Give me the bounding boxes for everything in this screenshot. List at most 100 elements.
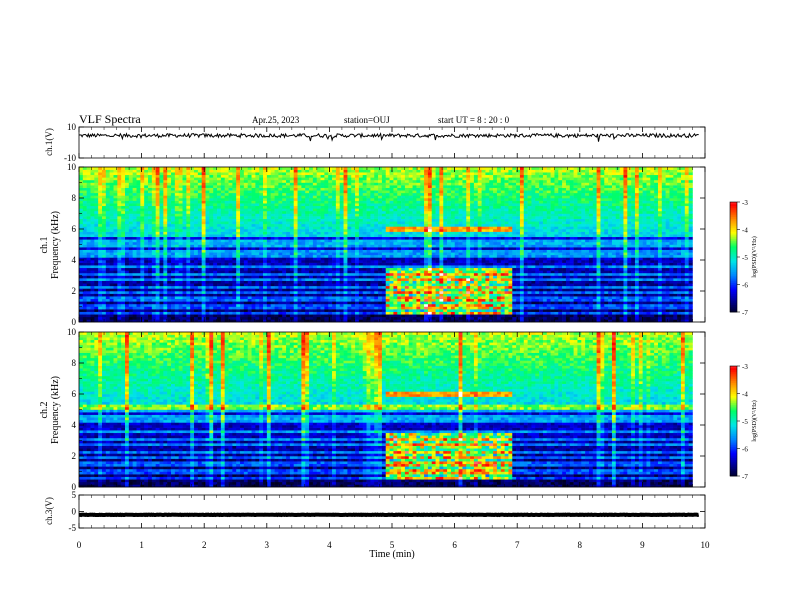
spectrogram-cell [248,255,252,258]
spectrogram-cell [301,247,305,250]
spectrogram-cell [83,307,87,310]
spectrogram-cell [271,296,275,299]
spectrogram-cell [148,304,152,307]
spectrogram-cell [267,283,271,286]
spectrogram-cell [179,229,183,232]
spectrogram-cell [332,257,336,260]
spectrogram-cell [167,247,171,250]
spectrogram-cell [179,185,183,188]
spectrogram-cell [298,257,302,260]
spectrogram-cell [290,239,294,242]
spectrogram-cell [137,229,141,232]
spectrogram-cell [321,229,325,232]
spectrogram-cell [133,286,137,289]
spectrogram-cell [217,219,221,222]
spectrogram-cell [294,296,298,299]
spectrogram-cell [229,283,233,286]
spectrogram-cell [305,183,309,186]
spectrogram-cell [202,226,206,229]
spectrogram-cell [317,265,321,268]
spectrogram-cell [244,268,248,271]
spectrogram-cell [194,214,198,217]
spectrogram-cell [163,206,167,209]
spectrogram-cell [252,301,256,304]
spectrogram-cell [83,291,87,294]
spectrogram-cell [305,270,309,273]
spectrogram-cell [121,304,125,307]
spectrogram-cell [202,216,206,219]
spectrogram-cell [290,185,294,188]
spectrogram-cell [110,175,114,178]
spectrogram-cell [317,214,321,217]
spectrogram-cell [175,252,179,255]
spectrogram-cell [271,229,275,232]
spectrogram-cell [198,301,202,304]
spectrogram-cell [133,304,137,307]
spectrogram-cell [336,273,340,276]
spectrogram-cell [263,304,267,307]
spectrogram-cell [271,257,275,260]
spectrogram-cell [298,245,302,248]
spectrogram-cell [83,273,87,276]
spectrogram-cell [91,239,95,242]
spectrogram-cell [221,206,225,209]
spectrogram-cell [87,281,91,284]
spectrogram-cell [328,276,332,279]
spectrogram-cell [298,183,302,186]
spectrogram-cell [286,309,290,312]
spectrogram-cell [336,281,340,284]
spectrogram-cell [225,252,229,255]
spectrogram-cell [83,188,87,191]
spectrogram-cell [140,175,144,178]
spectrogram-cell [160,268,164,271]
spectrogram-cell [156,314,160,317]
spectrogram-cell [244,219,248,222]
spectrogram-cell [91,263,95,266]
spectrogram-cell [263,247,267,250]
spectrogram-cell [87,183,91,186]
spectrogram-cell [301,268,305,271]
spectrogram-cell [117,270,121,273]
spectrogram-cell [163,239,167,242]
spectrogram-cell [144,301,148,304]
spectrogram-cell [106,278,110,281]
spectrogram-cell [244,203,248,206]
spectrogram-cell [198,214,202,217]
spectrogram-cell [286,263,290,266]
spectrogram-cell [83,294,87,297]
spectrogram-cell [140,226,144,229]
spectrogram-cell [236,286,240,289]
spectrogram-cell [110,183,114,186]
spectrogram-cell [117,214,121,217]
spectrogram-cell [94,211,98,214]
spectrogram-cell [94,245,98,248]
spectrogram-cell [209,170,213,173]
spectrogram-cell [309,257,313,260]
spectrogram-cell [263,234,267,237]
spectrogram-cell [240,247,244,250]
spectrogram-cell [102,260,106,263]
spectrogram-cell [94,270,98,273]
spectrogram-cell [336,172,340,175]
spectrogram-cell [286,224,290,227]
spectrogram-cell [98,234,102,237]
spectrogram-cell [167,175,171,178]
spectrogram-cell [267,252,271,255]
spectrogram-cell [167,296,171,299]
spectrogram-cell [179,193,183,196]
spectrogram-cell [156,265,160,268]
spectrogram-cell [259,170,263,173]
spectrogram-cell [248,183,252,186]
spectrogram-cell [144,247,148,250]
spectrogram-cell [298,268,302,271]
spectrogram-cell [321,296,325,299]
spectrogram-cell [263,260,267,263]
spectrogram-cell [137,250,141,253]
spectrogram-cell [332,195,336,198]
spectrogram-cell [321,219,325,222]
spectrogram-cell [275,219,279,222]
spectrogram-cell [160,291,164,294]
spectrogram-cell [305,216,309,219]
spectrogram-cell [129,273,133,276]
spectrogram-cell [129,281,133,284]
